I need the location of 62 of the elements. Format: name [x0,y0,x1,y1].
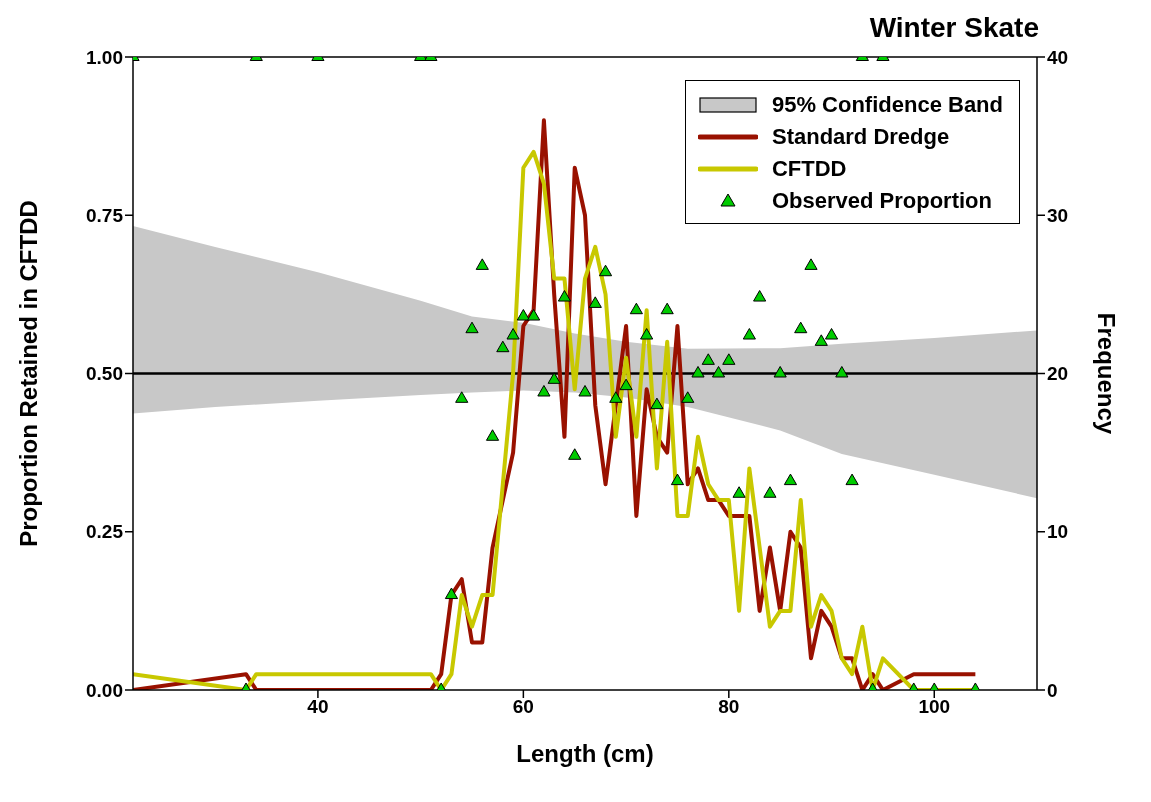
point [794,321,808,334]
y-tick-label: 0.50 [86,363,123,385]
point [773,365,787,378]
y2-tick-label: 40 [1047,46,1069,68]
point [660,302,674,315]
point [588,296,602,308]
legend-label: Observed Proportion [771,187,992,215]
point [629,302,643,315]
point [763,486,777,498]
point [732,486,746,498]
point [701,353,715,365]
point [465,321,479,334]
point [742,328,756,340]
y-tick-label: 0.25 [86,521,124,543]
x-tick-label: 60 [512,696,534,718]
point [547,372,561,384]
point [722,353,736,365]
y2-axis-title: Frequency [1093,312,1121,435]
y-tick-label: 0.00 [86,679,123,701]
point [691,365,705,378]
chart-title: Winter Skate [869,12,1039,44]
y2-tick-label: 30 [1047,204,1069,226]
y-tick-label: 1.00 [86,46,123,68]
point [496,340,510,353]
point [640,328,654,340]
point [444,587,459,600]
point [835,365,849,378]
point [619,378,633,391]
point [681,391,695,403]
point [527,309,541,321]
point [568,448,582,460]
y-axis-title: Proportion Retained in CFTDD [14,200,42,547]
y2-tick-label: 10 [1047,521,1069,543]
point [824,328,839,340]
point [650,397,664,410]
point [455,391,469,403]
point [598,264,613,277]
point [814,334,828,346]
point [475,258,489,270]
point [485,429,500,441]
x-tick-label: 40 [307,696,329,718]
y-tick-label: 0.75 [86,204,124,226]
y2-tick-label: 20 [1047,363,1069,385]
point [516,309,530,321]
point [578,384,592,397]
point [609,391,623,403]
point [804,258,818,270]
x-tick-label: 80 [718,696,740,718]
point [670,473,685,486]
point [845,473,859,486]
point [783,473,798,486]
legend-label: CFTDD [771,155,847,183]
point [557,290,572,302]
point [711,365,726,378]
x-tick-label: 100 [918,696,951,718]
point [537,384,551,397]
y2-tick-label: 0 [1047,679,1058,701]
point [506,328,520,340]
legend-label: Standard Dredge [771,123,950,151]
x-axis-title: Length (cm) [516,740,654,767]
point [753,290,767,302]
legend-label: 95% Confidence Band [771,91,1003,119]
